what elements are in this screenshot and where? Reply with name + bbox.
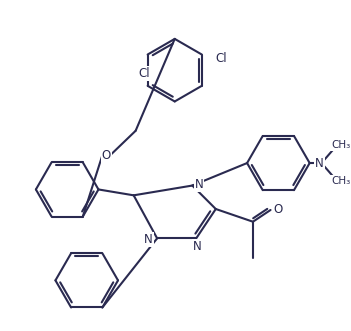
Text: N: N — [193, 240, 201, 253]
Text: N: N — [195, 178, 204, 191]
Text: Cl: Cl — [138, 67, 150, 80]
Text: CH₃: CH₃ — [331, 176, 351, 186]
Text: N: N — [144, 233, 153, 246]
Text: CH₃: CH₃ — [331, 140, 351, 151]
Text: Cl: Cl — [216, 52, 227, 65]
Text: O: O — [102, 149, 111, 162]
Text: O: O — [274, 204, 283, 216]
Text: N: N — [315, 157, 324, 169]
